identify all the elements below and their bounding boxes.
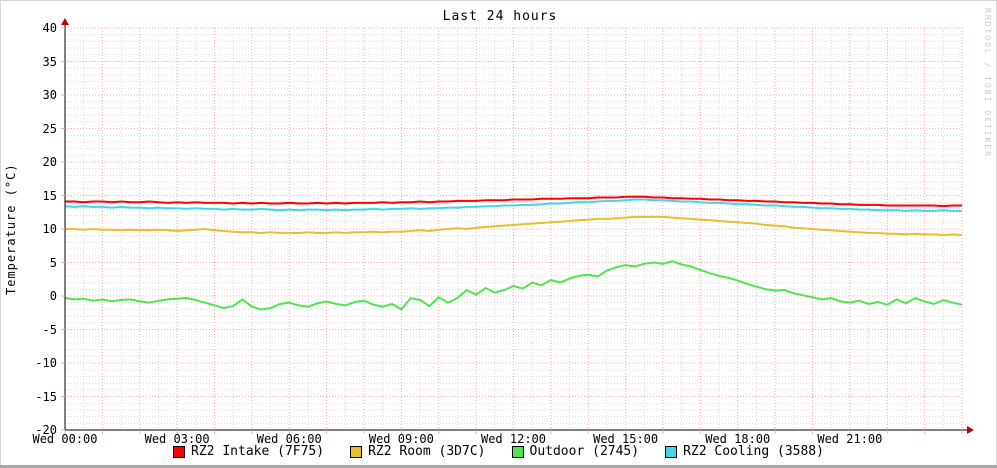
series-line-rz2-room-3d7c- xyxy=(65,215,963,237)
major-grid xyxy=(65,27,963,431)
legend-label: Outdoor (2745) xyxy=(529,444,640,459)
series-line-rz2-intake-7f75- xyxy=(65,195,962,208)
x-tick-label: Wed 15:00 xyxy=(593,432,659,446)
y-axis-arrow-icon xyxy=(61,18,69,25)
series-lines xyxy=(64,195,963,311)
series-line-outdoor-2745- xyxy=(64,260,963,311)
x-tick-label: Wed 06:00 xyxy=(256,432,322,446)
y-tick-label: 25 xyxy=(42,121,57,136)
y-tick-label: 0 xyxy=(49,289,57,303)
y-tick-label: 15 xyxy=(42,188,57,203)
y-tick-label: 20 xyxy=(42,155,57,169)
legend-label: RZ2 Room (3D7C) xyxy=(368,444,486,459)
series-line-rz2-cooling-3588- xyxy=(64,198,962,212)
y-tick-label: 35 xyxy=(42,54,57,69)
y-tick-label: -20 xyxy=(35,423,57,437)
bottom-border-band xyxy=(0,465,997,468)
legend-item: RZ2 Intake (7F75) xyxy=(173,444,324,459)
rrdtool-watermark: RRDTOOL / TOBI OETIKER xyxy=(983,8,992,158)
x-tick-label: Wed 03:00 xyxy=(144,432,210,446)
y-tick-label: -5 xyxy=(42,322,57,337)
y-tick-label: 30 xyxy=(42,88,57,102)
y-tick-label: 5 xyxy=(49,255,57,270)
legend-item: RZ2 Cooling (3588) xyxy=(665,444,824,459)
legend-item: Outdoor (2745) xyxy=(511,444,640,459)
x-tick-label: Wed 18:00 xyxy=(705,432,771,446)
y-tick-label: 10 xyxy=(42,222,57,236)
x-tick-label: Wed 00:00 xyxy=(32,432,98,446)
plot-area xyxy=(61,18,974,434)
x-tick-label: Wed 21:00 xyxy=(817,432,883,446)
axes xyxy=(61,18,974,434)
legend-swatch-icon xyxy=(350,445,363,458)
y-tick-label: 40 xyxy=(42,21,57,35)
chart-title: Last 24 hours xyxy=(442,9,558,24)
y-tick-label: -15 xyxy=(35,389,57,404)
y-tick-label: -10 xyxy=(35,356,57,370)
x-tick-label: Wed 09:00 xyxy=(368,432,434,446)
legend-label: RZ2 Intake (7F75) xyxy=(191,444,325,459)
x-tick-label: Wed 12:00 xyxy=(480,432,547,446)
legend-swatch-icon xyxy=(665,445,678,458)
x-axis-arrow-icon xyxy=(967,426,974,434)
legend: RZ2 Intake (7F75) RZ2 Room (3D7C) Outdoor … xyxy=(0,444,997,459)
legend-swatch-icon xyxy=(173,445,186,458)
legend-item: RZ2 Room (3D7C) xyxy=(350,444,486,459)
legend-swatch-icon xyxy=(511,445,524,458)
legend-label: RZ2 Cooling (3588) xyxy=(683,444,824,459)
